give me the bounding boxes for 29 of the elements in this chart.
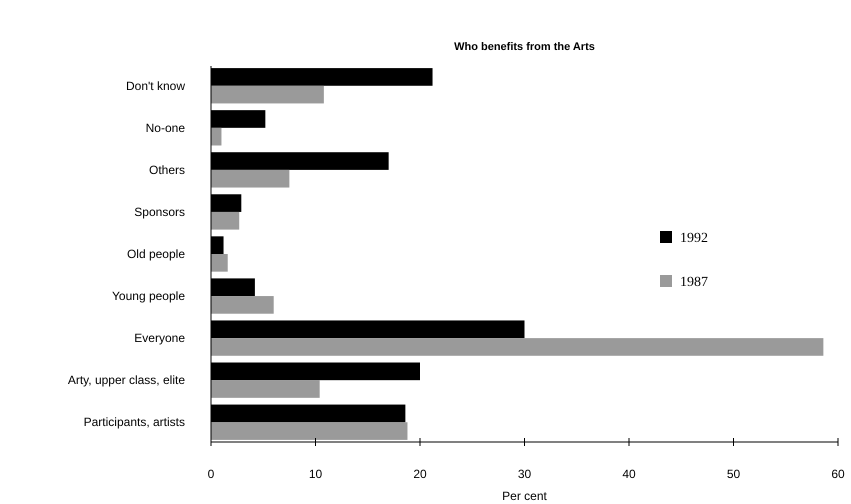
bar xyxy=(211,170,290,188)
y-tick-label: Sponsors xyxy=(134,204,185,219)
x-tick-label: 10 xyxy=(308,467,322,481)
y-tick-label: Participants, artists xyxy=(84,415,185,430)
y-tick-label: Everyone xyxy=(134,331,186,346)
x-tick-label: 60 xyxy=(831,467,845,481)
bar xyxy=(211,254,228,272)
bar xyxy=(211,380,320,398)
bar xyxy=(211,128,222,146)
bar xyxy=(211,86,324,104)
chart-title: Who benefits from the Arts xyxy=(454,41,595,53)
y-tick-label: No-one xyxy=(146,120,186,135)
legend-label: 1992 xyxy=(680,231,708,246)
y-tick-label: Old people xyxy=(126,247,186,261)
x-axis-title: Per cent xyxy=(502,489,548,503)
y-tick-label: Don't know xyxy=(126,78,186,93)
x-tick-label: 40 xyxy=(622,467,636,481)
bar xyxy=(211,338,824,356)
bar xyxy=(211,296,274,314)
x-tick-label: 30 xyxy=(518,467,532,481)
legend-label: 1987 xyxy=(680,275,708,290)
x-tick-label: 20 xyxy=(413,467,427,481)
y-tick-label: Young people xyxy=(112,289,186,304)
x-tick-label: 50 xyxy=(726,467,740,481)
x-tick-label: 0 xyxy=(208,467,215,481)
bar xyxy=(211,422,408,440)
y-tick-label: Arty, upper class, elite xyxy=(68,373,186,388)
bar xyxy=(211,212,240,230)
y-tick-label: Others xyxy=(148,162,185,177)
